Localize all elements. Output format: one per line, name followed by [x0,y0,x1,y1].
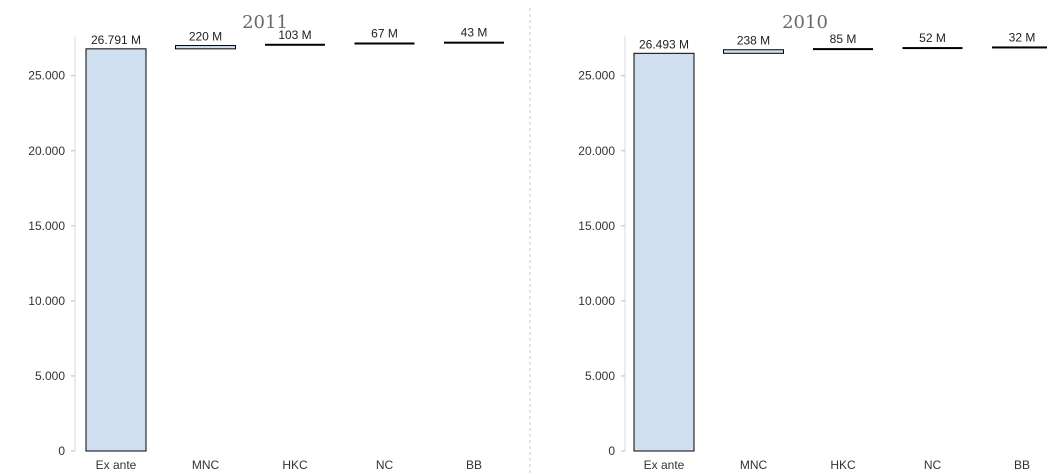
category-label: BB [466,458,482,472]
category-label: MNC [740,458,768,472]
y-tick-label: 15.000 [28,219,65,233]
category-label: MNC [192,458,220,472]
chart-title-2011: 2011 [242,12,288,33]
bar-hkc [813,48,873,51]
y-tick-label: 20.000 [578,144,615,158]
y-tick-label: 5.000 [585,369,615,383]
bar-ex-ante [85,48,147,452]
category-label: BB [1014,458,1030,472]
chart-title-2010: 2010 [782,12,828,33]
y-tick-label: 15.000 [578,219,615,233]
data-label: 26.493 M [639,37,689,51]
bar-ex-ante [633,52,695,452]
bar-bb [444,41,504,44]
bar-nc [354,42,415,45]
data-label: 220 M [189,30,222,44]
y-tick-label: 0 [608,444,615,458]
category-label: NC [376,458,394,472]
bar-nc [902,47,963,50]
bar-mnc [175,45,236,50]
data-label: 26.791 M [91,33,141,47]
data-label: 238 M [737,34,770,48]
data-label: 32 M [1009,30,1036,44]
category-label: NC [924,458,942,472]
data-label: 67 M [371,26,398,40]
category-label: Ex ante [644,458,685,472]
y-tick-label: 25.000 [578,69,615,83]
y-tick-label: 0 [58,444,65,458]
data-label: 103 M [278,28,311,42]
y-tick-label: 10.000 [28,294,65,308]
bar-hkc [265,43,325,46]
bar-bb [992,46,1047,49]
bar-mnc [723,49,784,54]
data-label: 43 M [461,26,488,40]
category-label: Ex ante [96,458,137,472]
y-tick-label: 25.000 [28,69,65,83]
y-tick-label: 20.000 [28,144,65,158]
data-label: 85 M [830,32,857,46]
data-label: 52 M [919,31,946,45]
y-tick-label: 5.000 [35,369,65,383]
category-label: HKC [282,458,308,472]
category-label: HKC [830,458,856,472]
y-tick-label: 10.000 [578,294,615,308]
